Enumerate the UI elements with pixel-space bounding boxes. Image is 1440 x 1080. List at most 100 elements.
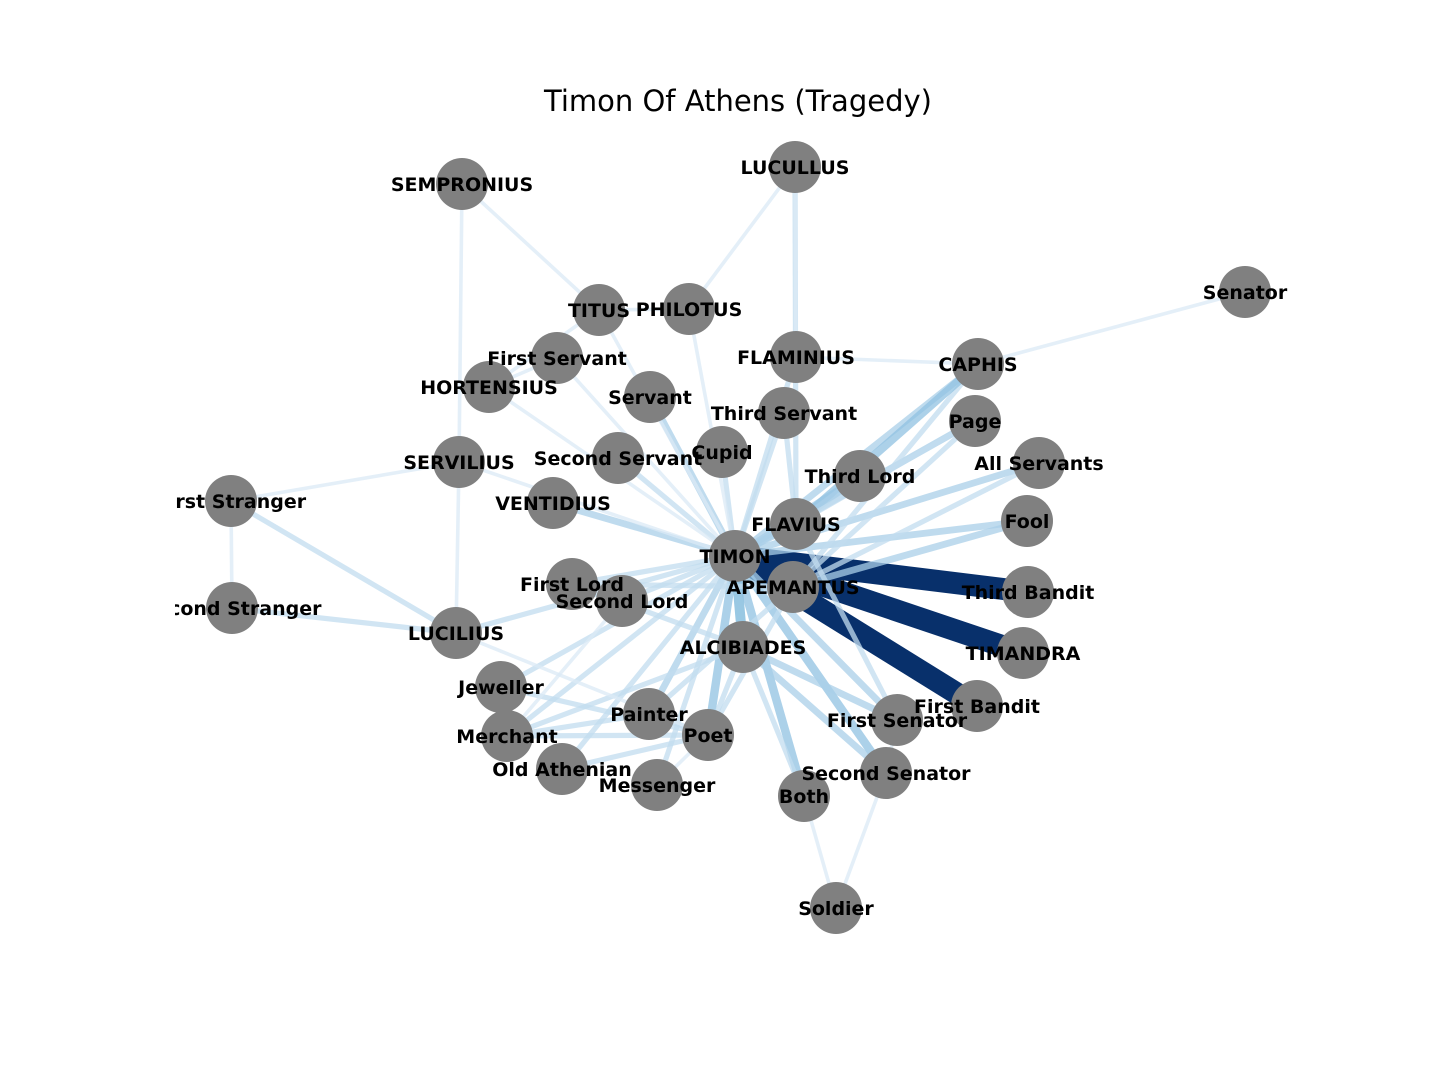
edge bbox=[458, 460, 736, 558]
node-label: Page bbox=[949, 411, 1002, 433]
node bbox=[536, 743, 588, 795]
node bbox=[631, 759, 683, 811]
edge bbox=[506, 732, 709, 739]
node-label: Third Servant bbox=[711, 403, 857, 425]
edge bbox=[454, 461, 461, 634]
node-label: Senator bbox=[1203, 282, 1288, 304]
edge bbox=[687, 165, 797, 311]
node-label: Messenger bbox=[599, 775, 716, 797]
node bbox=[871, 694, 923, 746]
node bbox=[949, 395, 1001, 447]
chart-title: Timon Of Athens (Tragedy) bbox=[544, 84, 932, 118]
edge bbox=[500, 684, 709, 738]
node bbox=[463, 361, 515, 413]
node bbox=[663, 283, 715, 335]
node bbox=[709, 530, 761, 582]
node bbox=[475, 661, 527, 713]
node bbox=[206, 582, 258, 634]
node bbox=[527, 477, 579, 529]
edge bbox=[734, 517, 1028, 560]
node bbox=[436, 158, 488, 210]
node-label: All Servants bbox=[974, 453, 1103, 475]
node-label: HORTENSIUS bbox=[420, 377, 558, 399]
node-label: Poet bbox=[684, 725, 733, 747]
node-label: Second Stranger bbox=[143, 598, 323, 620]
node-label: First Stranger bbox=[156, 491, 307, 513]
edge bbox=[730, 554, 809, 798]
node-label: First Bandit bbox=[914, 696, 1040, 718]
node-label: TITUS bbox=[568, 300, 630, 322]
edge bbox=[741, 643, 899, 724]
node bbox=[1013, 437, 1065, 489]
node-label: Second Lord bbox=[556, 591, 689, 613]
edge bbox=[505, 599, 624, 738]
node bbox=[717, 621, 769, 673]
node bbox=[624, 371, 676, 423]
node-label: FLAVIUS bbox=[751, 514, 840, 536]
node-label: Third Bandit bbox=[962, 582, 1095, 604]
node-label: CAPHIS bbox=[938, 354, 1017, 376]
node-label: LUCILIUS bbox=[408, 623, 504, 645]
node-label: Second Servant bbox=[534, 448, 702, 470]
node bbox=[769, 141, 821, 193]
node bbox=[860, 747, 912, 799]
node-label: First Servant bbox=[487, 348, 627, 370]
node bbox=[758, 387, 810, 439]
node-label: VENTIDIUS bbox=[495, 493, 611, 515]
node-label: Second Senator bbox=[801, 763, 971, 785]
node bbox=[481, 710, 533, 762]
edge bbox=[791, 419, 977, 589]
node-label: APEMANTUS bbox=[726, 577, 859, 599]
node-label: Merchant bbox=[456, 726, 557, 748]
node-label: ALCIBIADES bbox=[680, 637, 807, 659]
node-label: Soldier bbox=[798, 898, 874, 920]
node-label: First Senator bbox=[827, 710, 968, 732]
edge bbox=[731, 553, 890, 776]
node bbox=[592, 432, 644, 484]
node bbox=[531, 332, 583, 384]
edge bbox=[555, 356, 737, 558]
edge bbox=[231, 605, 457, 636]
node bbox=[834, 450, 886, 502]
node bbox=[696, 426, 748, 478]
node bbox=[1219, 266, 1271, 318]
node-label: SEMPRONIUS bbox=[391, 174, 533, 196]
edge bbox=[740, 644, 889, 776]
node-label: Servant bbox=[608, 387, 692, 409]
node bbox=[951, 680, 1003, 732]
edge bbox=[740, 646, 807, 797]
node bbox=[778, 770, 830, 822]
node bbox=[573, 284, 625, 336]
node bbox=[596, 575, 648, 627]
node bbox=[997, 627, 1049, 679]
node-label: Painter bbox=[610, 704, 688, 726]
node-label: Third Lord bbox=[805, 466, 916, 488]
node bbox=[1001, 495, 1053, 547]
node-label: Both bbox=[779, 786, 829, 808]
node-label: Fool bbox=[1005, 511, 1050, 533]
edge bbox=[795, 355, 979, 366]
node-label: PHILOTUS bbox=[636, 299, 743, 321]
edge bbox=[732, 553, 900, 723]
node bbox=[810, 882, 862, 934]
label-layer: TIMON APEMANTUS ALCIBIADES FLAVIUS First Lor… bbox=[143, 157, 1288, 920]
node-label: TIMON bbox=[700, 546, 771, 568]
edge bbox=[977, 290, 1246, 366]
node bbox=[682, 709, 734, 761]
edge bbox=[230, 460, 460, 503]
node bbox=[770, 498, 822, 550]
edge bbox=[457, 183, 464, 463]
edge bbox=[793, 166, 798, 358]
edge bbox=[792, 517, 1028, 591]
edge bbox=[506, 644, 744, 739]
node bbox=[205, 475, 257, 527]
node bbox=[623, 688, 675, 740]
node bbox=[952, 338, 1004, 390]
edge bbox=[571, 553, 736, 587]
node-label: SERVILIUS bbox=[403, 452, 514, 474]
edge bbox=[229, 498, 458, 636]
node-label: Old Athenian bbox=[492, 759, 631, 781]
node-label: First Lord bbox=[520, 574, 624, 596]
edge bbox=[646, 554, 738, 716]
